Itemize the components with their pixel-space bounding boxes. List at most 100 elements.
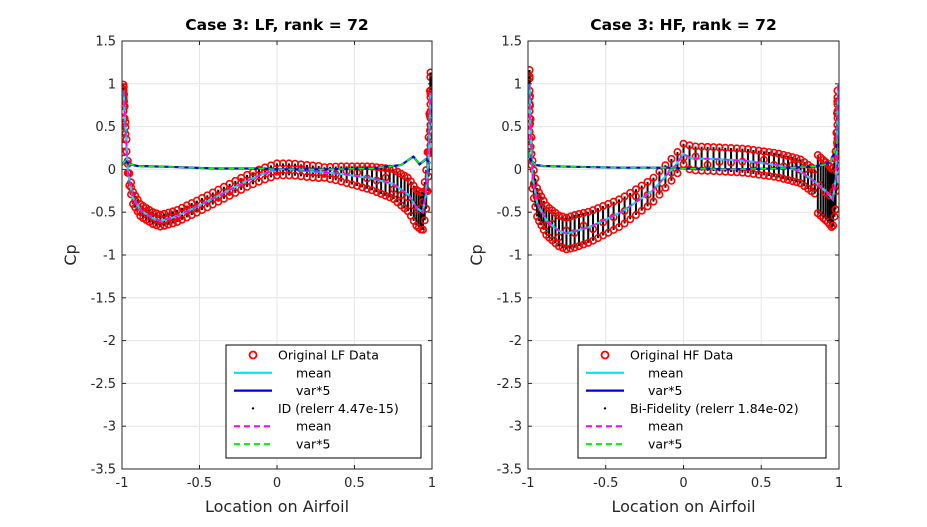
original-data-marker — [164, 220, 173, 229]
original-data-marker — [584, 207, 593, 216]
y-tick-label: -1.5 — [91, 291, 116, 306]
original-data-marker — [423, 187, 432, 196]
original-data-marker — [631, 211, 640, 220]
original-data-marker — [575, 210, 584, 219]
original-data-marker — [779, 174, 788, 183]
chart-panel-1: -1 -0.5 0 0.5 1 1.5 1 0.5 0 -0.5 -1 -1.5 -2 -2.5 -3 -3.… — [61, 16, 436, 516]
original-data-marker — [377, 189, 386, 198]
original-data-marker — [347, 180, 356, 189]
original-data-marker — [168, 207, 177, 216]
original-data-marker — [765, 148, 774, 157]
legend-marker-approx — [603, 407, 607, 410]
y-tick-label: -1 — [509, 249, 522, 264]
x-tick-label: 0.5 — [344, 476, 365, 491]
y-tick-label: 0.5 — [501, 120, 522, 135]
original-data-marker — [769, 172, 778, 181]
legend-label: var*5 — [648, 383, 682, 398]
original-data-marker — [570, 211, 579, 220]
original-data-marker — [528, 72, 534, 81]
original-data-marker — [667, 154, 676, 163]
legend: Original HF Data mean var*5 Bi-Fidelity (re… — [577, 344, 827, 459]
axes-box — [121, 40, 433, 470]
original-data-marker — [779, 150, 788, 159]
legend-label: Bi-Fidelity (relerr 1.84e-02) — [630, 401, 799, 416]
chart-panel-2: -1 -0.5 0 0.5 1 1.5 1 0.5 0 -0.5 -1 -1.5 -2 -2.5 -3 -3.… — [467, 16, 843, 516]
x-axis-label: Location on Airfoil — [611, 497, 755, 516]
original-data-marker — [749, 169, 758, 178]
chart-title: Case 3: LF, rank = 72 — [185, 16, 368, 34]
original-data-marker — [769, 148, 778, 157]
y-tick-label: 1 — [108, 77, 116, 92]
original-data-marker — [637, 181, 646, 190]
y-tick-label: -3 — [103, 420, 116, 435]
original-data-marker — [358, 183, 367, 192]
x-axis-label: Location on Airfoil — [205, 497, 349, 516]
legend-label: Original HF Data — [630, 348, 733, 363]
original-data-marker — [643, 190, 652, 199]
y-tick-label: -3.5 — [91, 463, 116, 478]
original-data-marker — [667, 176, 676, 185]
original-data-marker — [743, 145, 752, 154]
y-tick-label: -1.5 — [497, 291, 522, 306]
legend-box — [225, 344, 422, 459]
original-data-marker — [367, 186, 376, 195]
y-tick-label: -0.5 — [497, 206, 522, 221]
legend-label: Original LF Data — [278, 348, 379, 363]
y-tick-label: -3.5 — [497, 463, 522, 478]
x-tick-label: 1 — [835, 476, 843, 491]
original-data-marker — [529, 166, 538, 175]
original-data-marker — [620, 192, 629, 201]
x-tick-label: -0.5 — [593, 476, 618, 491]
original-data-marker — [156, 222, 165, 231]
x-tick-label: -0.5 — [187, 476, 212, 491]
original-data-marker — [615, 223, 624, 232]
legend-label: ID (relerr 4.47e-15) — [278, 401, 399, 416]
original-data-marker — [774, 149, 783, 158]
original-data-marker — [691, 152, 700, 161]
original-data-marker — [353, 181, 362, 190]
original-data-marker — [367, 162, 376, 171]
legend-marker-original — [248, 350, 258, 360]
y-tick-label: 1.5 — [95, 35, 116, 50]
legend: Original LF Data mean var*5 ID (relerr 4.47… — [225, 344, 422, 459]
axes-box — [527, 40, 840, 470]
chart-title: Case 3: HF, rank = 72 — [590, 16, 777, 34]
original-data-marker — [830, 212, 839, 221]
original-data-marker — [168, 219, 177, 228]
y-tick-label: 1.5 — [501, 35, 522, 50]
y-tick-label: -0.5 — [91, 206, 116, 221]
original-data-marker — [148, 208, 157, 217]
legend-label: mean — [648, 419, 683, 434]
legend-label: mean — [296, 419, 331, 434]
original-data-marker — [643, 177, 652, 186]
original-data-marker — [649, 197, 658, 206]
legend-label: var*5 — [296, 383, 330, 398]
original-data-marker — [643, 202, 652, 211]
original-data-marker — [783, 152, 792, 161]
original-data-marker — [372, 188, 381, 197]
legend-label: mean — [296, 365, 331, 380]
original-data-marker — [562, 245, 571, 254]
original-data-marker — [631, 192, 640, 201]
legend-label: var*5 — [648, 437, 682, 452]
original-data-marker — [575, 242, 584, 251]
y-axis-label: Cp — [61, 244, 80, 265]
original-data-marker — [122, 83, 128, 92]
original-data-marker — [570, 243, 579, 252]
original-data-marker — [754, 146, 763, 155]
legend-marker-original — [600, 350, 610, 360]
original-data-marker — [749, 145, 758, 154]
legend-label: mean — [648, 365, 683, 380]
approx-mean-line — [528, 83, 839, 235]
y-tick-label: -2 — [509, 334, 522, 349]
original-data-marker — [418, 225, 427, 234]
original-data-marker — [152, 209, 161, 218]
y-axis-label: Cp — [467, 244, 486, 265]
x-tick-label: -1 — [116, 476, 129, 491]
original-data-marker — [738, 144, 747, 153]
original-data-marker — [381, 164, 390, 173]
original-data-marker — [566, 244, 575, 253]
original-data-marker — [765, 172, 774, 181]
approx-var-line — [122, 155, 431, 171]
